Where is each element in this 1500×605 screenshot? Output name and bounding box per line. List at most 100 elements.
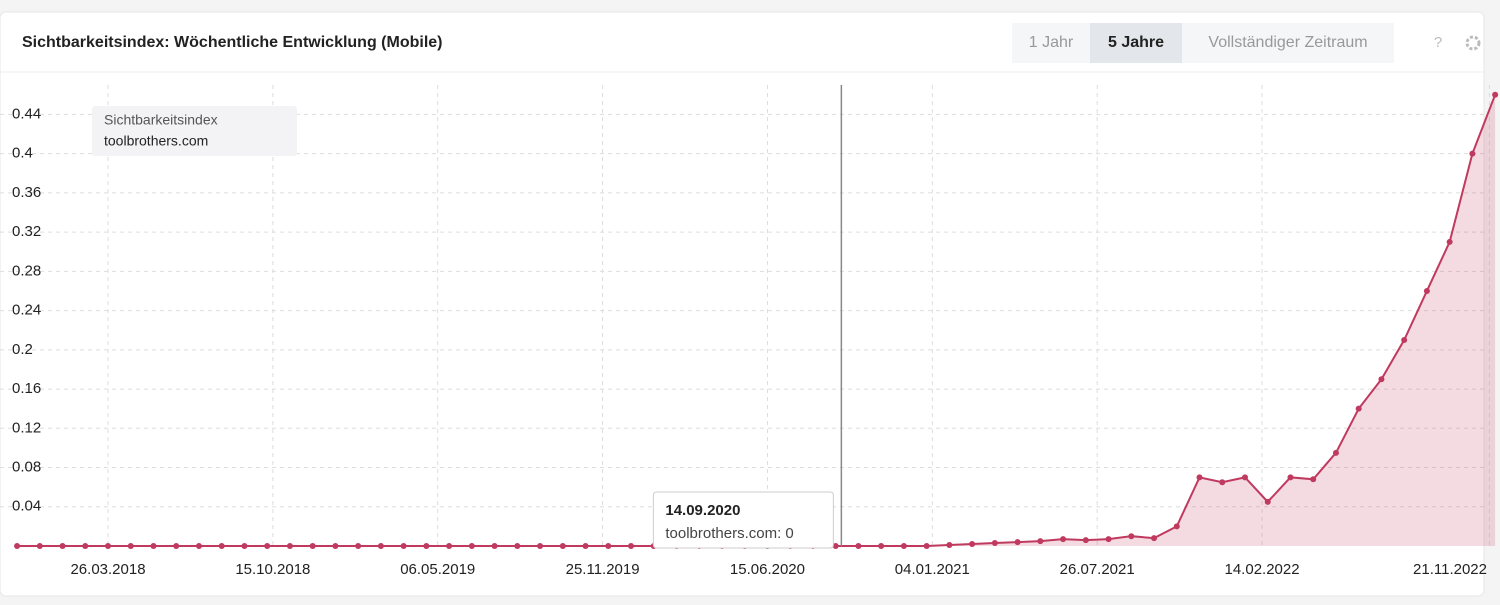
- point: [991, 540, 998, 547]
- point: [1492, 91, 1499, 98]
- chart-title: Sichtbarkeitsindex: Wöchentliche Entwick…: [22, 34, 443, 51]
- point: [1264, 498, 1271, 505]
- point: [1105, 536, 1112, 543]
- tooltip-number: 0: [785, 525, 793, 542]
- tooltip: [652, 491, 834, 549]
- point: [582, 543, 589, 549]
- point: [14, 543, 21, 549]
- y-tick-label: 0.28: [12, 262, 41, 279]
- point: [832, 543, 839, 549]
- point: [900, 543, 907, 549]
- x-tick-label: 21.11.2022: [1413, 561, 1487, 578]
- x-tick-label: 26.03.2018: [70, 561, 145, 578]
- point: [1082, 537, 1089, 544]
- button-label[interactable]: 1 Jahr: [1029, 34, 1074, 51]
- point: [491, 543, 498, 549]
- point: [1196, 474, 1203, 481]
- separator: :: [777, 525, 785, 542]
- point: [1332, 449, 1339, 456]
- y-tick-label: 0.12: [12, 419, 41, 436]
- x-tick-label: 15.06.2020: [730, 561, 805, 578]
- point: [537, 543, 544, 549]
- point: [1446, 238, 1453, 245]
- y-tick-label: 0.2: [12, 341, 33, 358]
- point: [377, 543, 384, 549]
- help-icon[interactable]: ?: [1434, 34, 1442, 51]
- point: [946, 542, 953, 549]
- button-label[interactable]: Vollständiger Zeitraum: [1208, 34, 1367, 51]
- panel: [0, 11, 1485, 597]
- x-tick-label: 26.07.2021: [1060, 561, 1135, 578]
- area: [17, 94, 1496, 547]
- tooltip-value: toolbrothers.com: 0: [665, 525, 793, 542]
- point: [264, 543, 271, 549]
- legend-entry: toolbrothers.com: [104, 133, 208, 149]
- point: [969, 541, 976, 548]
- point: [309, 543, 316, 549]
- point: [446, 543, 453, 549]
- point: [923, 543, 930, 549]
- point: [1401, 337, 1408, 344]
- point: [355, 543, 362, 549]
- y-tick-label: 0.36: [12, 184, 41, 201]
- x-tick-label: 04.01.2021: [895, 561, 970, 578]
- point: [1219, 479, 1226, 486]
- point: [195, 543, 202, 549]
- point: [1423, 287, 1430, 294]
- time-range-button[interactable]: [1012, 23, 1090, 63]
- point: [1310, 476, 1317, 483]
- point: [332, 543, 339, 549]
- y-tick-label: 0.32: [12, 223, 41, 240]
- point: [1378, 376, 1385, 383]
- button-label[interactable]: 5 Jahre: [1108, 34, 1164, 51]
- point: [286, 543, 293, 549]
- point: [218, 543, 225, 549]
- point: [173, 543, 180, 549]
- x-tick-label: 25.11.2019: [566, 561, 640, 578]
- point: [1241, 474, 1248, 481]
- point: [127, 543, 134, 549]
- point: [1173, 523, 1180, 530]
- point: [400, 543, 407, 549]
- y-tick-label: 0.08: [12, 459, 41, 476]
- tooltip-series: toolbrothers.com: [665, 525, 777, 542]
- point: [36, 543, 43, 549]
- time-range-button[interactable]: [1090, 23, 1182, 63]
- x-tick-label: 15.10.2018: [235, 561, 310, 578]
- point: [423, 543, 430, 549]
- point: [150, 543, 157, 549]
- point: [241, 543, 248, 549]
- point: [1037, 538, 1044, 545]
- point: [605, 543, 612, 549]
- tooltip-date: 14.09.2020: [665, 502, 740, 519]
- y-tick-label: 0.16: [12, 380, 41, 397]
- point: [878, 543, 885, 549]
- legend: [92, 106, 297, 156]
- y-tick-label: 0.04: [12, 498, 41, 515]
- point: [514, 543, 521, 549]
- legend-title: Sichtbarkeitsindex: [104, 112, 218, 128]
- plot: 0.04 0.08 0.12 0.16 0.2 0.24 0.28 0.32 0.36 0.4 0.…: [0, 85, 1499, 578]
- y-tick-label: 0.44: [12, 105, 41, 122]
- point: [1287, 474, 1294, 481]
- y-tick-label: 0.4: [12, 145, 33, 162]
- point: [1151, 535, 1158, 542]
- point: [468, 543, 475, 549]
- y-tick-label: 0.24: [12, 302, 41, 319]
- point: [559, 543, 566, 549]
- point: [105, 543, 112, 549]
- time-range-button[interactable]: [1182, 23, 1394, 63]
- point: [1128, 533, 1135, 540]
- point: [1469, 150, 1476, 157]
- x-tick-label: 14.02.2022: [1225, 561, 1300, 578]
- point: [855, 543, 862, 549]
- settings-icon[interactable]: [1465, 35, 1481, 51]
- point: [1060, 536, 1067, 543]
- x-tick-label: 06.05.2019: [400, 561, 475, 578]
- point: [628, 543, 635, 549]
- point: [1355, 405, 1362, 412]
- point: [82, 543, 89, 549]
- point: [1014, 539, 1021, 546]
- point: [59, 543, 66, 549]
